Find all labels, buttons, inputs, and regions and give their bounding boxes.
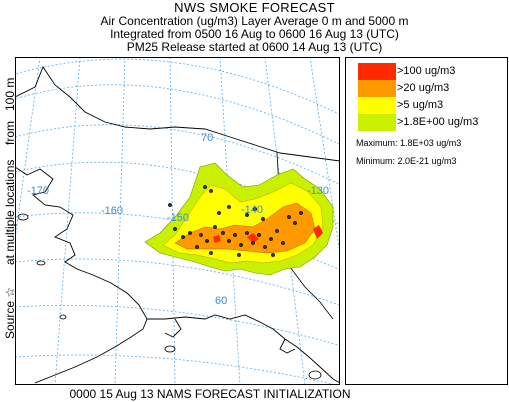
release-info: PM25 Release started at 0600 14 Aug 13 (…: [126, 40, 383, 54]
legend-label-5: >5 ug/m3: [397, 99, 444, 111]
concentration-legend: >100 ug/m3 >20 ug/m3 >5 ug/m3 >1.8E+00 u…: [345, 57, 508, 385]
source-markers: [168, 185, 303, 257]
smoke-plume: [144, 162, 334, 276]
lat-label-60: 60: [215, 295, 227, 307]
legend-label-100: >100 ug/m3: [397, 65, 456, 77]
lat-label-70: 70: [201, 132, 213, 144]
lon-label-140: -140: [241, 204, 263, 216]
plume-level-3: [174, 202, 316, 254]
lon-label-150: -150: [167, 212, 189, 224]
islands: [17, 213, 322, 380]
legend-item-100: >100 ug/m3: [358, 63, 508, 80]
forecast-init-footer: 0000 15 Aug 13 NAMS FORECAST INITIALIZAT…: [69, 387, 351, 401]
plume-level-4b: [247, 233, 259, 243]
legend-swatch-1-8: [358, 114, 396, 131]
forecast-title: NWS SMOKE FORECAST: [174, 0, 335, 15]
graticule-labels: -170 -160 -150 -140 -130 70 60: [27, 132, 329, 307]
lon-label-160: -160: [101, 205, 123, 217]
lon-label-130: -130: [307, 185, 329, 197]
smoke-map: -170 -160 -150 -140 -130 70 60: [15, 57, 340, 385]
plume-level-4c: [213, 235, 221, 243]
legend-swatch-20: [358, 80, 396, 97]
map-frame: [15, 57, 340, 385]
legend-minimum: Minimum: 2.0E-21 ug/m3: [356, 156, 457, 166]
concentration-subtitle: Air Concentration (ug/m3) Layer Average …: [100, 14, 409, 28]
legend-item-20: >20 ug/m3: [358, 80, 508, 97]
legend-label-20: >20 ug/m3: [397, 82, 450, 94]
legend-swatch-5: [358, 97, 396, 114]
coastline: [15, 66, 340, 384]
plume-level-4: [313, 225, 323, 239]
integration-period: Integrated from 0500 16 Aug to 0600 16 A…: [110, 27, 399, 41]
lon-label-170: -170: [27, 185, 49, 197]
legend-maximum: Maximum: 1.8E+03 ug/m3: [356, 138, 462, 148]
legend-item-1-8: >1.8E+00 ug/m3: [358, 114, 508, 131]
legend-label-1-8: >1.8E+00 ug/m3: [397, 116, 479, 128]
legend-swatch-100: [358, 63, 396, 80]
legend-item-5: >5 ug/m3: [358, 97, 508, 114]
